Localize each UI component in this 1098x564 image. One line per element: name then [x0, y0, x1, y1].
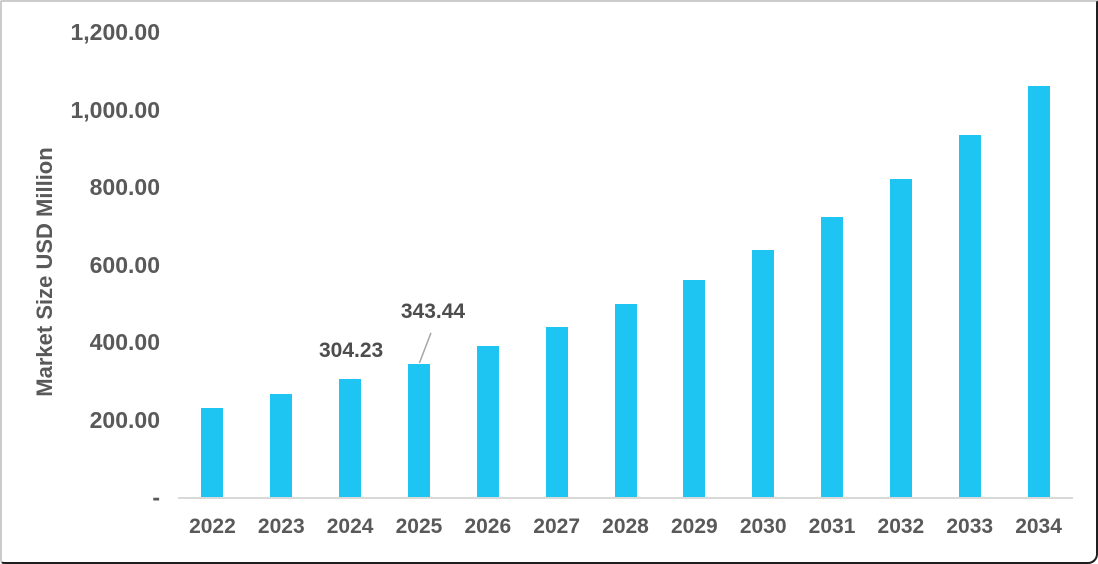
x-tick-label: 2026 — [464, 515, 512, 538]
y-tick-label: 200.00 — [89, 406, 160, 433]
bar-2031 — [821, 216, 844, 497]
bar-2022 — [201, 407, 224, 497]
y-tick-label: - — [152, 484, 160, 510]
x-tick-label: 2034 — [1015, 515, 1062, 538]
bar-2026 — [476, 346, 499, 497]
x-tick-label: 2028 — [602, 515, 649, 538]
bar-2030 — [752, 249, 775, 497]
x-tick-label: 2024 — [326, 515, 374, 538]
y-tick-label: 1,000.00 — [70, 96, 160, 123]
x-tick-label: 2022 — [189, 515, 236, 538]
x-tick-label: 2027 — [533, 515, 580, 538]
bar-2028 — [614, 304, 637, 497]
data-label-2025: 343.44 — [400, 299, 466, 323]
x-tick-label: 2031 — [808, 515, 856, 538]
y-tick-label: 400.00 — [89, 329, 160, 355]
x-tick-label: 2025 — [395, 515, 443, 538]
bar-2027 — [545, 326, 568, 497]
y-tick-label: 1,200.00 — [70, 19, 160, 45]
y-tick-label: 600.00 — [89, 251, 160, 278]
x-tick-label: 2029 — [670, 515, 718, 538]
bar-2033 — [958, 135, 981, 497]
bar-2032 — [889, 179, 912, 497]
x-axis-line — [178, 497, 1073, 499]
x-tick-label: 2033 — [946, 515, 994, 538]
x-tick-label: 2030 — [739, 515, 787, 538]
bar-2034 — [1027, 85, 1050, 497]
y-tick-label: 800.00 — [89, 174, 160, 200]
bar-2024 — [339, 379, 362, 497]
bar-2025 — [407, 363, 430, 497]
bar-2029 — [683, 279, 706, 497]
x-tick-label: 2032 — [877, 515, 925, 538]
bar-2023 — [270, 393, 293, 497]
data-label-2024: 304.23 — [318, 339, 384, 363]
x-tick-label: 2023 — [257, 515, 305, 538]
